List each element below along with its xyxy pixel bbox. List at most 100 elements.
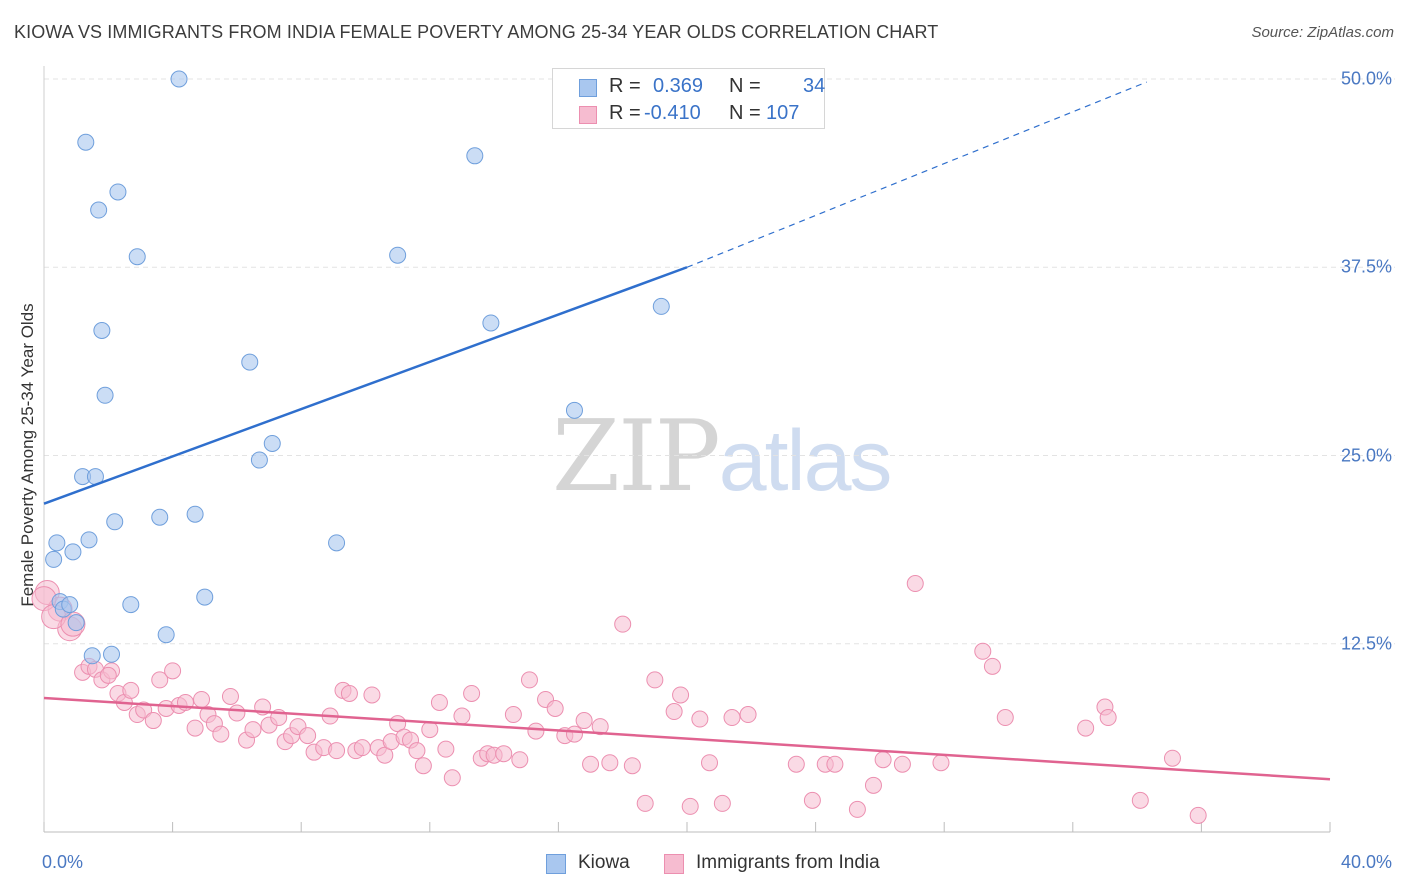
india-point bbox=[495, 745, 513, 763]
india-point bbox=[691, 710, 709, 728]
india-point bbox=[787, 755, 805, 773]
india-point bbox=[546, 700, 564, 718]
india-point bbox=[932, 754, 950, 772]
kiowa-point bbox=[90, 201, 108, 219]
r-label: R = bbox=[609, 75, 641, 97]
india-point bbox=[739, 706, 757, 724]
india-point bbox=[1131, 791, 1149, 809]
y-axis-label: Female Poverty Among 25-34 Year Olds bbox=[18, 303, 37, 607]
r-label: R = bbox=[609, 102, 641, 124]
india-point bbox=[186, 719, 204, 737]
india-point bbox=[623, 757, 641, 775]
india-point bbox=[803, 791, 821, 809]
stats-row-kiowa: R = 0.369 N = 34 bbox=[553, 75, 826, 101]
kiowa-point bbox=[103, 645, 121, 663]
x-tick-label-max: 40.0% bbox=[1340, 852, 1392, 872]
india-point bbox=[299, 727, 317, 745]
india-point bbox=[453, 707, 471, 725]
india-point bbox=[636, 794, 654, 812]
kiowa-point bbox=[328, 534, 346, 552]
legend-label-india: Immigrants from India bbox=[696, 852, 880, 873]
india-point bbox=[996, 709, 1014, 727]
india-point bbox=[511, 751, 529, 769]
legend: Kiowa Immigrants from India bbox=[0, 852, 1406, 876]
legend-label-kiowa: Kiowa bbox=[578, 852, 630, 873]
kiowa-point bbox=[96, 386, 114, 404]
india-point bbox=[504, 706, 522, 724]
kiowa-point bbox=[109, 183, 127, 201]
kiowa-point bbox=[652, 297, 670, 315]
kiowa-point bbox=[93, 322, 111, 340]
india-point bbox=[193, 690, 211, 708]
india-point bbox=[520, 671, 538, 689]
india-point bbox=[408, 742, 426, 760]
india-point bbox=[983, 657, 1001, 675]
india-point bbox=[681, 797, 699, 815]
y-tick-label: 25.0% bbox=[1340, 445, 1392, 465]
y-tick-label: 37.5% bbox=[1340, 256, 1392, 277]
india-point bbox=[582, 755, 600, 773]
kiowa-point bbox=[64, 543, 82, 561]
axes bbox=[43, 66, 1331, 833]
india-point bbox=[363, 686, 381, 704]
kiowa-point bbox=[186, 505, 204, 523]
india-point bbox=[421, 721, 439, 739]
india-point bbox=[591, 718, 609, 736]
india-point bbox=[430, 693, 448, 711]
kiowa-point bbox=[80, 531, 98, 549]
india-point bbox=[228, 704, 246, 722]
india-point bbox=[144, 712, 162, 730]
kiowa-swatch bbox=[579, 79, 597, 97]
india-point bbox=[1189, 806, 1207, 824]
india-point bbox=[826, 755, 844, 773]
watermark-zip: ZIP bbox=[552, 400, 721, 514]
india-point bbox=[575, 712, 593, 730]
india-series-points bbox=[31, 575, 1207, 824]
kiowa-series-points bbox=[45, 70, 670, 665]
source-label: Source: ZipAtlas.com bbox=[1251, 24, 1394, 41]
kiowa-point bbox=[482, 314, 500, 332]
kiowa-point bbox=[151, 508, 169, 526]
india-point bbox=[646, 671, 664, 689]
india-point bbox=[864, 776, 882, 794]
trend-lines bbox=[43, 81, 1331, 781]
kiowa-point bbox=[83, 647, 101, 665]
kiowa-point bbox=[48, 534, 66, 552]
stats-row-india: R = -0.410 N = 107 bbox=[553, 102, 824, 128]
india-point bbox=[601, 754, 619, 772]
india-point bbox=[212, 725, 230, 743]
kiowa-point bbox=[157, 626, 175, 644]
india-point bbox=[906, 575, 924, 593]
kiowa-trend-extension bbox=[686, 81, 1147, 268]
india-point bbox=[414, 757, 432, 775]
kiowa-point bbox=[170, 70, 188, 88]
r-value: 0.369 bbox=[653, 75, 704, 97]
india-point bbox=[135, 701, 153, 719]
kiowa-point bbox=[77, 133, 95, 151]
kiowa-point bbox=[122, 596, 140, 614]
india-swatch bbox=[579, 106, 597, 124]
india-point bbox=[614, 615, 632, 633]
watermark-atlas: atlas bbox=[718, 413, 893, 509]
y-tick-label: 50.0% bbox=[1340, 68, 1392, 89]
kiowa-trend-line bbox=[43, 266, 688, 505]
kiowa-point bbox=[61, 596, 79, 614]
n-value: 107 bbox=[766, 102, 800, 124]
n-value: 34 bbox=[803, 75, 826, 97]
kiowa-point bbox=[565, 401, 583, 419]
india-point bbox=[122, 681, 140, 699]
india-point bbox=[874, 751, 892, 769]
india-point bbox=[1077, 719, 1095, 737]
india-legend-swatch bbox=[664, 854, 684, 874]
india-point bbox=[974, 642, 992, 660]
kiowa-point bbox=[466, 147, 484, 165]
india-point bbox=[463, 684, 481, 702]
india-point bbox=[244, 721, 262, 739]
kiowa-point bbox=[67, 614, 85, 632]
india-point bbox=[328, 742, 346, 760]
chart-title: KIOWA VS IMMIGRANTS FROM INDIA FEMALE PO… bbox=[14, 22, 939, 42]
r-value: -0.410 bbox=[644, 102, 701, 124]
india-point bbox=[848, 800, 866, 818]
india-point bbox=[665, 703, 683, 721]
n-label: N = bbox=[729, 75, 761, 97]
